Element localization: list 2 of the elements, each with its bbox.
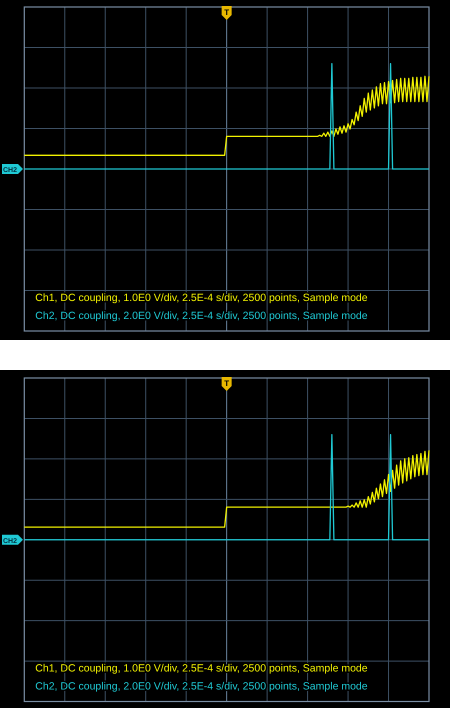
- text: T: [224, 379, 230, 388]
- text: T: [224, 8, 230, 17]
